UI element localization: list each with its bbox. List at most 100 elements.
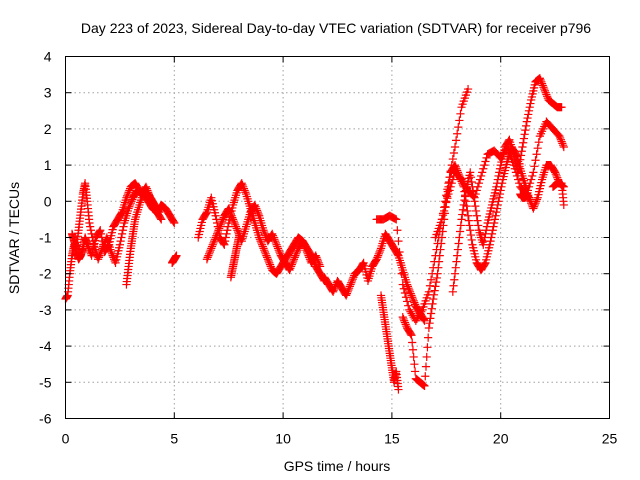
data-point	[480, 233, 489, 242]
data-point	[482, 153, 491, 162]
data-point	[491, 211, 500, 220]
data-point	[492, 179, 502, 188]
data-point	[420, 381, 429, 391]
data-point	[487, 229, 497, 238]
data-point	[424, 323, 433, 333]
data-point	[515, 159, 524, 168]
data-point	[492, 204, 502, 213]
data-point	[422, 352, 431, 362]
data-point	[223, 222, 233, 231]
data-point	[521, 121, 531, 130]
series-track-C	[122, 186, 166, 289]
data-point	[440, 206, 449, 216]
data-point	[514, 175, 523, 184]
data-point	[212, 215, 221, 224]
data-point	[195, 227, 204, 236]
data-point	[485, 209, 494, 219]
data-point	[480, 161, 489, 170]
data-point	[411, 367, 420, 376]
series-track-F	[202, 200, 325, 275]
data-point	[466, 226, 475, 235]
x-tick-label: 5	[170, 431, 178, 447]
data-point	[426, 275, 436, 284]
data-point	[208, 199, 217, 208]
data-point	[479, 240, 488, 249]
data-point	[471, 202, 480, 211]
data-point	[194, 230, 204, 239]
data-point	[487, 203, 496, 213]
data-point	[461, 191, 470, 200]
data-point	[456, 221, 465, 230]
data-point	[495, 168, 504, 177]
data-point	[111, 258, 120, 267]
data-point	[493, 175, 502, 184]
data-point	[398, 280, 407, 289]
data-point	[470, 197, 479, 206]
data-point	[88, 237, 98, 246]
data-point	[523, 113, 532, 123]
y-tick-label: -6	[39, 411, 52, 427]
data-point	[522, 117, 531, 126]
data-point	[419, 315, 428, 324]
data-point	[420, 316, 429, 325]
data-point	[360, 264, 370, 273]
data-point	[395, 247, 404, 257]
data-point	[197, 221, 206, 230]
data-point	[525, 103, 534, 112]
x-axis-label: GPS time / hours	[284, 458, 391, 474]
data-point	[469, 246, 478, 255]
data-point	[534, 138, 543, 147]
data-point	[529, 83, 539, 92]
data-point	[557, 103, 566, 112]
data-point	[432, 273, 441, 283]
data-point	[114, 246, 123, 255]
data-point	[403, 297, 412, 306]
data-point	[453, 245, 463, 254]
data-point	[537, 178, 546, 187]
data-point	[514, 164, 523, 173]
axis-ticks	[65, 56, 610, 419]
data-point	[550, 167, 559, 176]
data-point	[462, 87, 472, 97]
data-point	[394, 385, 403, 394]
data-point	[518, 142, 527, 152]
data-point	[479, 164, 488, 173]
data-point	[425, 281, 435, 290]
data-point	[88, 233, 97, 242]
data-point	[85, 218, 94, 228]
data-point	[487, 200, 497, 210]
data-point	[170, 218, 179, 228]
data-point	[429, 294, 438, 304]
data-point	[469, 187, 478, 196]
data-point	[426, 309, 436, 318]
data-point	[495, 189, 505, 199]
data-point	[533, 193, 542, 202]
data-point	[469, 243, 478, 252]
data-point	[458, 205, 468, 214]
data-point	[494, 197, 503, 206]
data-point	[502, 160, 511, 169]
data-point	[471, 206, 481, 216]
data-point	[391, 214, 400, 223]
data-point	[401, 293, 411, 302]
data-point	[530, 162, 539, 171]
data-point	[210, 205, 219, 214]
data-point	[107, 231, 116, 240]
data-point	[421, 296, 430, 305]
data-point	[96, 226, 105, 235]
data-point	[457, 103, 466, 112]
y-tick-label: -1	[39, 230, 52, 246]
data-point	[474, 221, 483, 230]
data-point	[454, 239, 463, 248]
data-point	[207, 193, 216, 202]
data-point	[448, 154, 457, 164]
data-point	[482, 226, 491, 235]
data-point	[480, 259, 489, 269]
data-point	[529, 168, 538, 177]
data-point	[222, 229, 231, 238]
data-point	[500, 145, 509, 155]
data-point	[516, 151, 526, 160]
data-point	[441, 202, 450, 211]
data-point	[463, 84, 473, 94]
data-point	[437, 215, 447, 224]
